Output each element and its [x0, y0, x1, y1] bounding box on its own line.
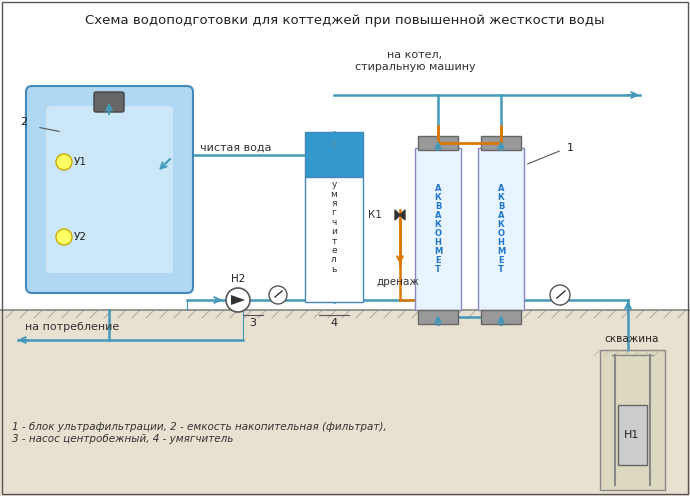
Text: скважина: скважина [605, 334, 659, 344]
Text: У1: У1 [74, 157, 87, 167]
Bar [418, 310, 458, 324]
Bar [600, 350, 665, 490]
Text: 2: 2 [21, 117, 28, 127]
Text: У2: У2 [74, 232, 87, 242]
Bar [478, 148, 524, 310]
Text: на потребление: на потребление [25, 322, 119, 332]
Text: К1: К1 [368, 210, 382, 220]
Bar [415, 148, 461, 310]
Polygon shape [231, 295, 245, 305]
Text: Н2: Н2 [231, 274, 245, 284]
Text: 1: 1 [566, 143, 573, 153]
Bar [481, 310, 521, 324]
Circle shape [56, 154, 72, 170]
Text: Н1: Н1 [624, 430, 640, 440]
Text: А
К
В
А
К
О
Н
М
Е
Т: А К В А К О Н М Е Т [497, 184, 505, 274]
Circle shape [226, 288, 250, 312]
FancyBboxPatch shape [46, 106, 173, 273]
Bar [418, 136, 458, 150]
FancyBboxPatch shape [94, 92, 124, 112]
Bar [0, 310, 690, 496]
Circle shape [269, 286, 287, 304]
Circle shape [56, 229, 72, 245]
Text: А
К
В
А
К
О
Н
М
Е
Т: А К В А К О Н М Е Т [434, 184, 442, 274]
Bar [481, 136, 521, 150]
FancyBboxPatch shape [26, 86, 193, 293]
Bar [305, 177, 363, 302]
Text: у
м
я
г
ч
и
т
е
л
ь: у м я г ч и т е л ь [331, 181, 337, 274]
Text: чистая вода: чистая вода [200, 143, 271, 153]
Text: 4: 4 [331, 318, 337, 328]
Bar [305, 132, 363, 177]
Text: 3: 3 [250, 318, 257, 328]
Text: дренаж: дренаж [377, 277, 420, 287]
Text: на котел,
стиральную машину: на котел, стиральную машину [355, 51, 475, 72]
Polygon shape [395, 210, 405, 220]
Bar [0, 0, 690, 310]
Circle shape [550, 285, 570, 305]
Text: 1 - блок ультрафильтрации, 2 - емкость накопительная (фильтрат),
3 - насос центр: 1 - блок ультрафильтрации, 2 - емкость н… [12, 422, 386, 443]
Bar [618, 405, 647, 465]
Text: Схема водоподготовки для коттеджей при повышенной жесткости воды: Схема водоподготовки для коттеджей при п… [86, 14, 604, 27]
